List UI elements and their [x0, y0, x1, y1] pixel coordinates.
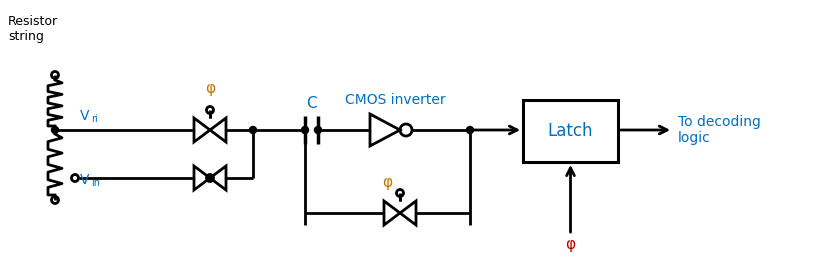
Circle shape	[52, 127, 58, 133]
Text: Latch: Latch	[548, 122, 593, 140]
Text: V: V	[80, 173, 90, 187]
Text: C: C	[306, 95, 317, 110]
Circle shape	[314, 127, 322, 133]
Circle shape	[466, 127, 474, 133]
Bar	[523, 100, 618, 162]
Text: φ: φ	[565, 237, 576, 252]
Text: CMOS inverter: CMOS inverter	[345, 93, 445, 107]
Circle shape	[249, 127, 257, 133]
Text: Resistor
string: Resistor string	[8, 15, 58, 43]
Circle shape	[302, 127, 308, 133]
Text: V: V	[80, 109, 90, 123]
Text: φ: φ	[382, 174, 392, 190]
Text: To decoding
logic: To decoding logic	[678, 115, 761, 145]
Text: ri: ri	[91, 114, 98, 124]
Text: φ: φ	[205, 81, 215, 95]
Text: in: in	[91, 178, 100, 188]
